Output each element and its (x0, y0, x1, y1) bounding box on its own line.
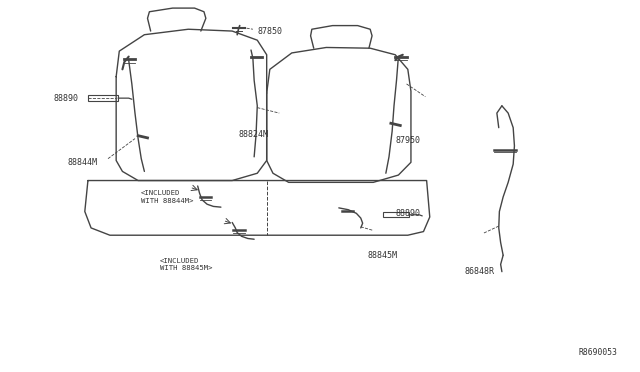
Text: 88824M: 88824M (239, 131, 268, 140)
Text: 88845M: 88845M (367, 251, 397, 260)
Text: 86848R: 86848R (464, 267, 494, 276)
Text: 88890: 88890 (396, 209, 420, 218)
Text: R8690053: R8690053 (579, 348, 618, 357)
Text: 88890: 88890 (54, 94, 79, 103)
Text: 87950: 87950 (396, 136, 420, 145)
Bar (383, 212, 409, 217)
Text: 87850: 87850 (257, 26, 282, 36)
Text: <INCLUDED
WITH 88844M>: <INCLUDED WITH 88844M> (141, 190, 194, 203)
Bar (88, 95, 118, 101)
Text: <INCLUDED
WITH 88845M>: <INCLUDED WITH 88845M> (160, 258, 212, 271)
Text: 88844M: 88844M (68, 158, 98, 167)
